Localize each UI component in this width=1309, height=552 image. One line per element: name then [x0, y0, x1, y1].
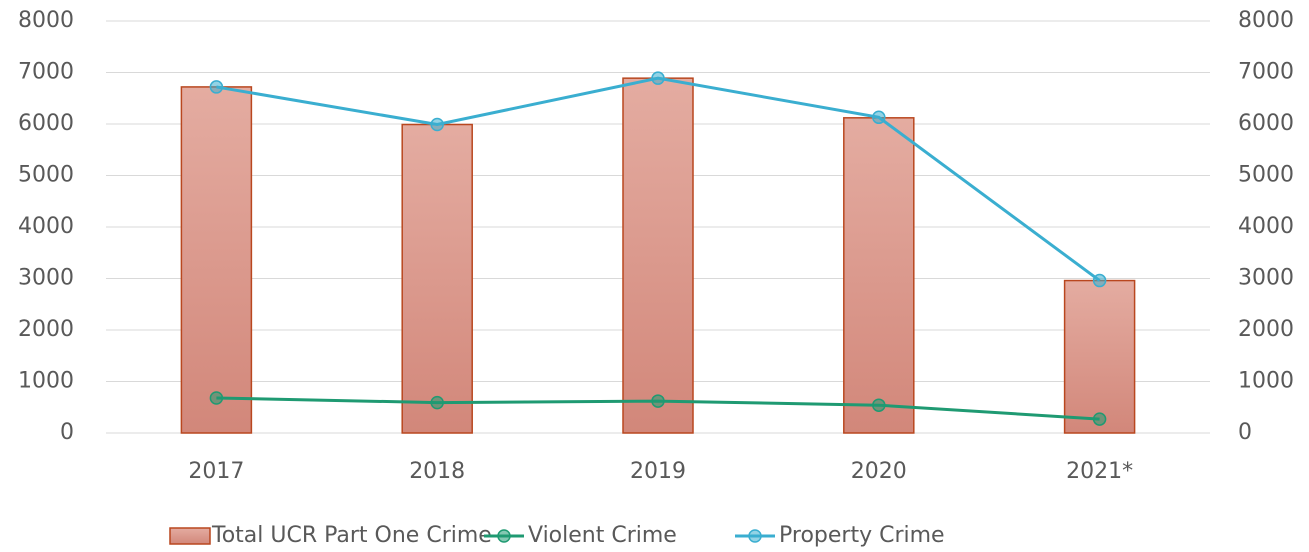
legend-label: Total UCR Part One Crime — [211, 523, 492, 548]
y-tick-label: 3000 — [18, 266, 74, 291]
legend-swatch — [748, 529, 762, 543]
bar — [401, 123, 473, 434]
legend-swatch — [497, 529, 511, 543]
marker — [651, 71, 665, 85]
y-tick-label: 6000 — [18, 111, 74, 136]
marker — [209, 391, 224, 405]
bar — [622, 77, 694, 434]
y-tick-label: 5000 — [18, 163, 74, 188]
x-tick-label: 2021* — [1066, 459, 1133, 484]
y2-tick-label: 2000 — [1238, 317, 1294, 342]
legend-swatch — [169, 527, 211, 545]
legend-label: Violent Crime — [528, 523, 677, 548]
y-tick-label: 8000 — [18, 8, 74, 33]
marker — [1092, 412, 1107, 426]
marker — [872, 398, 886, 412]
x-tick-label: 2018 — [409, 459, 465, 484]
y2-tick-label: 4000 — [1238, 214, 1294, 239]
y-tick-label: 1000 — [18, 369, 74, 394]
marker — [872, 110, 886, 125]
y2-tick-label: 5000 — [1238, 163, 1294, 188]
y2-tick-label: 1000 — [1238, 369, 1294, 394]
bar — [1063, 279, 1136, 434]
y-tick-label: 4000 — [18, 214, 74, 239]
x-tick-label: 2020 — [851, 459, 907, 484]
legend-label: Property Crime — [779, 523, 945, 548]
x-tick-label: 2017 — [188, 459, 244, 484]
bar — [180, 86, 253, 434]
y2-tick-label: 0 — [1238, 420, 1252, 445]
marker — [430, 395, 444, 410]
marker — [430, 117, 444, 132]
y2-tick-label: 3000 — [1238, 266, 1294, 291]
y-tick-label: 0 — [60, 420, 74, 445]
y-tick-label: 7000 — [18, 60, 74, 85]
x-tick-label: 2019 — [630, 459, 686, 484]
y2-tick-label: 6000 — [1238, 111, 1294, 136]
marker — [209, 80, 224, 94]
bar — [843, 117, 915, 434]
marker — [1092, 273, 1107, 288]
y-tick-label: 2000 — [18, 317, 74, 342]
y2-tick-label: 7000 — [1238, 60, 1294, 85]
marker — [651, 394, 665, 408]
y2-tick-label: 8000 — [1238, 8, 1294, 33]
